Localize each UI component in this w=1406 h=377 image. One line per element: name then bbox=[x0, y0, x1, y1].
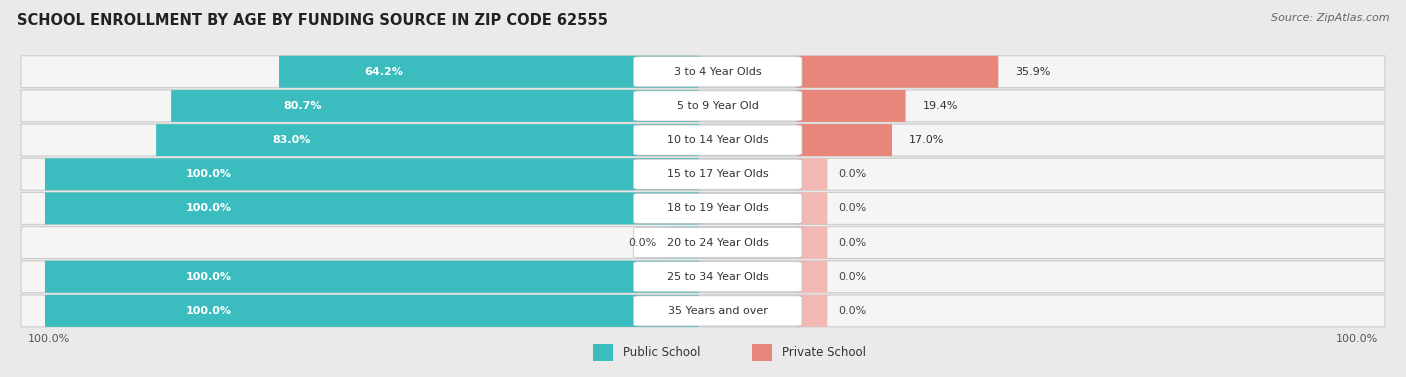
Text: Public School: Public School bbox=[623, 346, 700, 359]
FancyBboxPatch shape bbox=[21, 295, 1385, 327]
FancyBboxPatch shape bbox=[633, 227, 801, 257]
FancyBboxPatch shape bbox=[21, 90, 1385, 122]
FancyBboxPatch shape bbox=[796, 227, 827, 259]
Text: 64.2%: 64.2% bbox=[364, 67, 404, 77]
FancyBboxPatch shape bbox=[633, 125, 801, 155]
Text: 100.0%: 100.0% bbox=[28, 334, 70, 344]
Text: Source: ZipAtlas.com: Source: ZipAtlas.com bbox=[1271, 13, 1389, 23]
Text: SCHOOL ENROLLMENT BY AGE BY FUNDING SOURCE IN ZIP CODE 62555: SCHOOL ENROLLMENT BY AGE BY FUNDING SOUR… bbox=[17, 13, 607, 28]
Text: 0.0%: 0.0% bbox=[628, 238, 657, 248]
FancyBboxPatch shape bbox=[796, 124, 891, 156]
FancyBboxPatch shape bbox=[45, 295, 699, 327]
Text: 0.0%: 0.0% bbox=[838, 204, 868, 213]
Text: 5 to 9 Year Old: 5 to 9 Year Old bbox=[676, 101, 759, 111]
FancyBboxPatch shape bbox=[796, 295, 827, 327]
Text: 0.0%: 0.0% bbox=[838, 272, 868, 282]
Text: 0.0%: 0.0% bbox=[838, 306, 868, 316]
Text: 3 to 4 Year Olds: 3 to 4 Year Olds bbox=[673, 67, 762, 77]
FancyBboxPatch shape bbox=[796, 158, 827, 190]
FancyBboxPatch shape bbox=[633, 57, 801, 87]
Text: 100.0%: 100.0% bbox=[186, 272, 232, 282]
FancyBboxPatch shape bbox=[633, 91, 801, 121]
FancyBboxPatch shape bbox=[21, 193, 1385, 224]
FancyBboxPatch shape bbox=[796, 193, 827, 224]
FancyBboxPatch shape bbox=[21, 56, 1385, 88]
Text: 0.0%: 0.0% bbox=[838, 169, 868, 179]
FancyBboxPatch shape bbox=[633, 193, 801, 224]
FancyBboxPatch shape bbox=[796, 56, 998, 88]
Text: 35.9%: 35.9% bbox=[1015, 67, 1050, 77]
Text: 100.0%: 100.0% bbox=[186, 169, 232, 179]
Text: 18 to 19 Year Olds: 18 to 19 Year Olds bbox=[666, 204, 769, 213]
FancyBboxPatch shape bbox=[21, 158, 1385, 190]
Text: 100.0%: 100.0% bbox=[1336, 334, 1378, 344]
FancyBboxPatch shape bbox=[156, 124, 699, 156]
FancyBboxPatch shape bbox=[45, 193, 699, 224]
Text: 35 Years and over: 35 Years and over bbox=[668, 306, 768, 316]
FancyBboxPatch shape bbox=[21, 227, 1385, 259]
FancyBboxPatch shape bbox=[752, 344, 772, 361]
Text: 25 to 34 Year Olds: 25 to 34 Year Olds bbox=[666, 272, 769, 282]
Text: 100.0%: 100.0% bbox=[186, 306, 232, 316]
Text: 20 to 24 Year Olds: 20 to 24 Year Olds bbox=[666, 238, 769, 248]
Text: 10 to 14 Year Olds: 10 to 14 Year Olds bbox=[666, 135, 769, 145]
Text: 0.0%: 0.0% bbox=[838, 238, 868, 248]
FancyBboxPatch shape bbox=[633, 296, 801, 326]
Text: 17.0%: 17.0% bbox=[908, 135, 945, 145]
FancyBboxPatch shape bbox=[45, 158, 699, 190]
FancyBboxPatch shape bbox=[796, 90, 905, 122]
Text: Private School: Private School bbox=[782, 346, 866, 359]
FancyBboxPatch shape bbox=[278, 56, 699, 88]
FancyBboxPatch shape bbox=[668, 227, 699, 259]
FancyBboxPatch shape bbox=[633, 159, 801, 189]
FancyBboxPatch shape bbox=[633, 262, 801, 292]
Text: 83.0%: 83.0% bbox=[273, 135, 311, 145]
FancyBboxPatch shape bbox=[796, 261, 827, 293]
Text: 80.7%: 80.7% bbox=[284, 101, 322, 111]
FancyBboxPatch shape bbox=[45, 261, 699, 293]
Text: 19.4%: 19.4% bbox=[922, 101, 957, 111]
Text: 100.0%: 100.0% bbox=[186, 204, 232, 213]
FancyBboxPatch shape bbox=[21, 261, 1385, 293]
Text: 15 to 17 Year Olds: 15 to 17 Year Olds bbox=[666, 169, 769, 179]
FancyBboxPatch shape bbox=[172, 90, 699, 122]
FancyBboxPatch shape bbox=[21, 124, 1385, 156]
FancyBboxPatch shape bbox=[593, 344, 613, 361]
